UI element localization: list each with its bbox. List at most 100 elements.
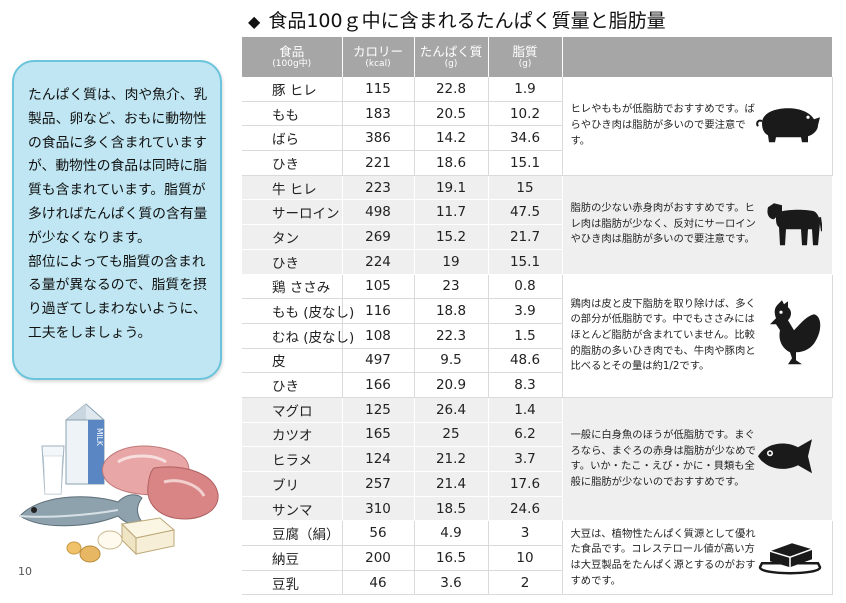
- calorie-cell: 166: [342, 372, 415, 398]
- rooster-icon: [766, 299, 822, 372]
- protein-cell: 25: [414, 422, 489, 448]
- protein-cell: 4.9: [414, 520, 489, 547]
- protein-cell: 21.4: [414, 471, 489, 497]
- table-row: 鶏 ささみ 105 23 0.8 鶏肉は皮と皮下脂肪を取り除けば、多くの部分が低脂肪です…: [242, 274, 833, 398]
- table-row: サンマ 310 18.5 24.6: [242, 496, 832, 522]
- food-illustration: MILK: [19, 403, 219, 563]
- calorie-cell: 115: [342, 77, 415, 102]
- calorie-cell: 125: [342, 397, 415, 423]
- group-note-cell: 脂肪の少ない赤身肉がおすすめです。ヒレ肉は脂肪が少なく、反対にサーロインやひき肉…: [562, 175, 833, 275]
- calorie-cell: 116: [342, 298, 415, 324]
- table-row: 納豆 200 16.5 10: [242, 545, 832, 571]
- food-cell: ヒラメ: [242, 446, 343, 472]
- fat-cell: 3.7: [488, 446, 563, 472]
- food-cell: ひき: [242, 372, 343, 398]
- protein-cell: 18.6: [414, 150, 489, 176]
- food-cell: むね (皮なし): [242, 323, 354, 349]
- table-row: 豆乳 46 3.6 2: [242, 570, 832, 596]
- calorie-cell: 386: [342, 125, 415, 152]
- bubble-paragraph-2: 部位によっても脂質の含まれる量が異なるので、脂質を摂り過ぎてしまわないように、工…: [28, 253, 207, 341]
- fat-cell: 1.5: [488, 323, 563, 349]
- calorie-cell: 108: [342, 323, 415, 349]
- food-cell: もも: [242, 101, 343, 127]
- calorie-cell: 200: [342, 545, 415, 571]
- food-cell: ひき: [242, 249, 343, 275]
- protein-cell: 18.8: [414, 298, 489, 324]
- fat-cell: 3.9: [488, 298, 563, 324]
- table-row: 豚 ヒレ 115 22.8 1.9 ヒレやももが低脂肪でおすすめです。ばらやひき肉は脂肪…: [242, 77, 833, 176]
- food-cell: マグロ: [242, 397, 343, 423]
- food-cell: 皮: [242, 348, 343, 374]
- calorie-cell: 257: [342, 471, 415, 497]
- diamond-bullet-icon: ◆: [248, 12, 261, 31]
- fish-illustration-icon: [19, 494, 143, 527]
- fat-cell: 10.2: [488, 101, 563, 127]
- table-row: 牛 ヒレ 223 19.1 15 脂肪の少ない赤身肉がおすすめです。ヒレ肉は脂肪が少なく…: [242, 175, 833, 275]
- food-cell: 豚 ヒレ: [242, 77, 343, 102]
- cow-icon: [762, 197, 823, 253]
- protein-cell: 19: [414, 249, 489, 275]
- calorie-cell: 105: [342, 274, 415, 300]
- table-row: もも 183 20.5 10.2: [242, 101, 832, 127]
- table-row: マグロ 125 26.4 1.4 一般に白身魚のほうが低脂肪です。まぐろなら、まぐろの赤…: [242, 397, 833, 522]
- calorie-cell: 269: [342, 224, 415, 250]
- onion-icon: [66, 541, 82, 555]
- calorie-cell: 124: [342, 446, 415, 472]
- food-cell: 豆腐（絹）: [242, 520, 343, 547]
- group-note: 脂肪の少ない赤身肉がおすすめです。ヒレ肉は脂肪が少なく、反対にサーロインやひき肉…: [570, 202, 756, 246]
- title-text: 食品100ｇ中に含まれるたんぱく質量と脂肪量: [268, 10, 666, 32]
- milk-label: MILK: [95, 428, 104, 447]
- pig-icon: [754, 103, 822, 149]
- table-row: タン 269 15.2 21.7: [242, 224, 832, 250]
- fat-cell: 17.6: [488, 471, 563, 497]
- protein-cell: 20.9: [414, 372, 489, 398]
- protein-cell: 14.2: [414, 125, 489, 152]
- header-calorie: カロリー (kcal): [342, 37, 415, 77]
- fat-cell: 15.1: [488, 249, 563, 275]
- calorie-cell: 183: [342, 101, 415, 127]
- table-row: ヒラメ 124 21.2 3.7: [242, 446, 832, 472]
- group-note-cell: 一般に白身魚のほうが低脂肪です。まぐろなら、まぐろの赤身は脂肪が少なめです。いか…: [562, 397, 833, 522]
- fat-cell: 1.4: [488, 397, 563, 423]
- food-cell: 納豆: [242, 545, 343, 571]
- table-header-row: 食品 (100g中) カロリー (kcal) たんぱく質 (g) 脂質 (g): [242, 37, 833, 77]
- group-note-cell: ヒレやももが低脂肪でおすすめです。ばらやひき肉は脂肪が多いので要注意です。: [562, 77, 833, 176]
- group-note: 大豆は、植物性たんぱく質源として優れた食品です。コレステロール値が高い方は大豆製…: [570, 527, 756, 587]
- calorie-cell: 46: [342, 570, 415, 596]
- protein-cell: 16.5: [414, 545, 489, 571]
- table-row: もも (皮なし) 116 18.8 3.9: [242, 298, 832, 324]
- fat-cell: 15.1: [488, 150, 563, 176]
- calorie-cell: 56: [342, 520, 415, 547]
- table-row: 豆腐（絹） 56 4.9 3 大豆は、植物性たんぱく質源として優れた食品です。コレステロ…: [242, 520, 833, 596]
- food-cell: ひき: [242, 150, 343, 176]
- egg-icon: [97, 530, 123, 550]
- calorie-cell: 498: [342, 199, 415, 226]
- fat-cell: 2: [488, 570, 563, 596]
- calorie-cell: 165: [342, 422, 415, 448]
- table-row: ばら 386 14.2 34.6: [242, 125, 832, 152]
- fat-cell: 47.5: [488, 199, 563, 226]
- header-food: 食品 (100g中): [242, 37, 343, 77]
- protein-cell: 19.1: [414, 175, 489, 201]
- table-row: ブリ 257 21.4 17.6: [242, 471, 832, 497]
- fat-cell: 0.8: [488, 274, 563, 300]
- fat-cell: 24.6: [488, 496, 563, 522]
- group-note-cell: 大豆は、植物性たんぱく質源として優れた食品です。コレステロール値が高い方は大豆製…: [562, 520, 833, 596]
- page-title: ◆ 食品100ｇ中に含まれるたんぱく質量と脂肪量: [248, 8, 666, 34]
- info-bubble: たんぱく質は、肉や魚介、乳製品、卵など、おもに動物性の食品に多く含まれていますが…: [12, 60, 222, 380]
- table-row: 皮 497 9.5 48.6: [242, 348, 832, 374]
- fish-icon: [756, 437, 822, 481]
- fat-cell: 6.2: [488, 422, 563, 448]
- food-cell: もも (皮なし): [242, 298, 354, 324]
- group-note: ヒレやももが低脂肪でおすすめです。ばらやひき肉は脂肪が多いので要注意です。: [570, 103, 755, 147]
- food-cell: 豆乳: [242, 570, 343, 596]
- page-number: 10: [18, 565, 32, 578]
- header-protein: たんぱく質 (g): [414, 37, 489, 77]
- bubble-paragraph-1: たんぱく質は、肉や魚介、乳製品、卵など、おもに動物性の食品に多く含まれていますが…: [28, 87, 208, 246]
- fat-cell: 21.7: [488, 224, 563, 250]
- protein-cell: 22.8: [414, 77, 489, 102]
- fat-cell: 34.6: [488, 125, 563, 152]
- fat-cell: 10: [488, 545, 563, 571]
- table-row: ひき 166 20.9 8.3: [242, 372, 832, 398]
- milk-glass-icon: [41, 445, 65, 495]
